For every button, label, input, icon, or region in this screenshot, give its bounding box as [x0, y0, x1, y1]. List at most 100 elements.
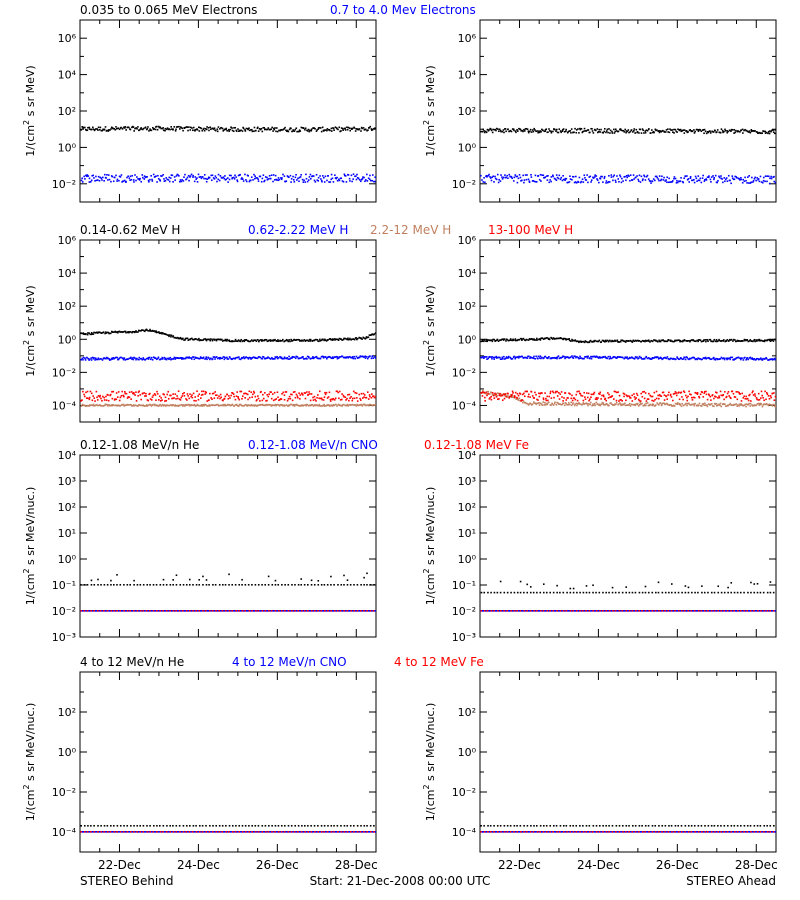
data-point [675, 339, 678, 342]
data-point [83, 356, 85, 359]
data-point [596, 398, 598, 401]
data-point [680, 391, 683, 394]
data-point [291, 130, 293, 133]
data-point [676, 181, 679, 184]
data-point [136, 127, 138, 130]
data-point [296, 404, 299, 407]
data-point [515, 398, 518, 400]
data-point [696, 180, 698, 183]
data-point [518, 174, 521, 176]
data-point [139, 394, 142, 396]
data-point [199, 126, 202, 129]
data-point [165, 177, 168, 179]
data-point [740, 129, 743, 131]
data-point [595, 175, 598, 177]
data-point [535, 337, 538, 340]
data-point [373, 180, 375, 183]
data-point [739, 357, 741, 360]
data-point [360, 392, 363, 395]
data-point [165, 584, 168, 586]
data-point [517, 338, 520, 341]
data-point [279, 129, 281, 132]
data-point [370, 334, 372, 336]
data-point [206, 400, 209, 402]
data-point [193, 180, 196, 183]
data-point [245, 179, 247, 181]
data-point [681, 340, 684, 343]
data-point [216, 180, 218, 183]
data-point [523, 179, 526, 181]
data-point [221, 127, 224, 130]
data-point [597, 397, 599, 399]
data-point [374, 180, 376, 183]
data-point [109, 129, 111, 131]
data-point [701, 177, 704, 179]
data-point [588, 176, 591, 178]
data-point [752, 390, 754, 393]
data-point [178, 337, 181, 340]
data-point [344, 404, 347, 407]
data-point [135, 391, 137, 393]
data-point [598, 181, 600, 184]
data-point [315, 338, 317, 341]
data-point [483, 355, 486, 358]
data-point [135, 358, 137, 361]
data-point [614, 339, 616, 342]
data-point [364, 355, 367, 358]
data-point [241, 178, 244, 180]
data-point [710, 181, 712, 183]
data-point [248, 129, 251, 132]
data-point [638, 132, 640, 134]
data-point [480, 392, 483, 394]
data-point [364, 404, 367, 407]
data-point [125, 392, 128, 395]
data-point [311, 339, 314, 342]
data-point [745, 129, 748, 132]
data-point [650, 358, 653, 360]
data-point [628, 402, 631, 405]
data-point [342, 394, 345, 397]
data-point [735, 340, 738, 343]
data-point [89, 404, 92, 407]
data-point [226, 393, 229, 396]
data-point [589, 403, 592, 406]
data-point [363, 337, 365, 339]
data-point [540, 130, 542, 133]
data-point [272, 130, 274, 132]
data-point [624, 356, 627, 358]
data-point [235, 130, 238, 132]
data-point [511, 390, 514, 393]
data-point [697, 340, 699, 343]
data-point [637, 178, 639, 181]
data-point [663, 357, 665, 359]
data-point [507, 128, 509, 131]
data-point [745, 395, 747, 398]
data-point [290, 403, 293, 406]
data-point [163, 404, 166, 406]
data-point [531, 129, 534, 131]
data-point [282, 391, 285, 394]
data-point [287, 584, 290, 586]
data-point [586, 403, 588, 405]
data-point [172, 180, 174, 183]
data-point [204, 391, 207, 393]
data-point [508, 130, 511, 133]
data-point [107, 179, 109, 181]
data-point [119, 610, 122, 612]
data-point [181, 179, 184, 181]
data-point [707, 340, 709, 343]
data-point [98, 128, 101, 131]
data-point [705, 340, 707, 343]
data-point [610, 174, 613, 176]
data-point [527, 355, 529, 358]
data-point [657, 394, 659, 397]
data-point [184, 126, 187, 129]
data-point [639, 400, 642, 402]
data-point [775, 129, 776, 131]
data-point [284, 584, 286, 586]
data-point [647, 357, 650, 359]
data-point [180, 180, 183, 183]
data-point [110, 404, 112, 407]
data-point [358, 393, 361, 396]
data-point [184, 173, 186, 176]
